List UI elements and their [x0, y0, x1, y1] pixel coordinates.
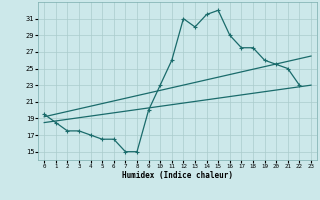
X-axis label: Humidex (Indice chaleur): Humidex (Indice chaleur)	[122, 171, 233, 180]
